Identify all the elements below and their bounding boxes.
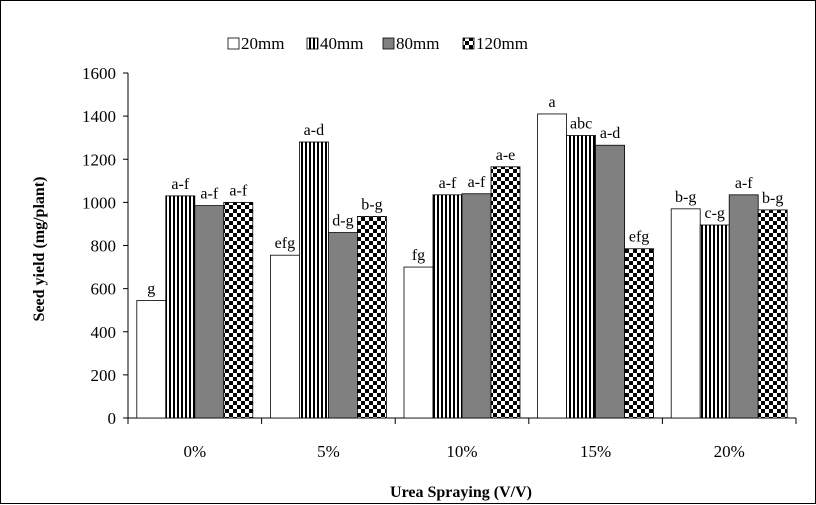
data-label: a-d [600,125,620,142]
bar-40mm-10pct [432,194,463,419]
data-label: b-g [762,190,783,207]
data-label: a-f [171,176,189,193]
bar-80mm-5pct [327,232,358,419]
data-label: a-f [229,182,247,199]
bar-120mm-0pct [223,201,254,419]
bar-80mm-15pct [595,144,625,419]
x-tick-label: 20% [714,442,745,461]
data-label: efg [629,229,649,246]
bar-20mm-0pct [136,300,167,419]
data-label: a [549,94,556,111]
bar-120mm-20pct [757,209,788,419]
y-axis-title: Seed yield (mg/plant) [31,177,48,322]
legend: 20mm 40mm 80mm 120mm [227,34,528,53]
y-tick-label: 1200 [82,150,116,169]
data-label: a-f [468,174,486,191]
data-label: a-f [439,175,457,192]
bar-120mm-10pct [490,166,521,419]
legend-label-40mm: 40mm [320,34,363,53]
bar-20mm-20pct [670,208,701,419]
data-labels-group: g efg fg a b-g a-f a-d a-f abc c-g a-f d-g a-f a-d a-f… [147,94,783,298]
bars-group [136,113,788,419]
data-label: a-f [200,186,218,203]
bar-40mm-0pct [165,195,196,419]
x-tick-label: 10% [446,442,477,461]
bar-40mm-15pct [566,135,596,419]
legend-label-20mm: 20mm [241,34,284,53]
y-tick-label: 400 [91,323,117,342]
y-axis: 0 200 400 600 800 1000 1200 1400 1600 [82,64,129,428]
data-label: fg [412,247,425,264]
legend-label-80mm: 80mm [396,34,439,53]
legend-swatch-80mm [382,37,395,50]
legend-swatch-20mm [227,37,240,50]
y-tick-label: 200 [91,366,117,385]
x-tick-label: 0% [183,442,206,461]
legend-label-120mm: 120mm [476,34,528,53]
bar-20mm-10pct [403,266,434,419]
data-label: a-d [304,122,324,139]
data-label: a-f [735,175,753,192]
data-label: a-e [496,147,516,164]
bar-80mm-10pct [461,193,492,419]
x-axis-title: Urea Spraying (V/V) [390,484,532,501]
data-label: c-g [704,205,724,222]
bar-20mm-5pct [269,254,300,419]
data-label: b-g [361,196,382,213]
bar-80mm-20pct [728,194,759,419]
bar-20mm-15pct [537,113,567,419]
y-tick-label: 0 [108,409,117,428]
x-axis: 0% 5% 10% 15% 20% [127,417,797,461]
data-label: abc [570,116,592,133]
data-label: g [147,280,155,297]
legend-swatch-40mm [306,37,319,50]
y-tick-label: 1000 [82,193,116,212]
bar-80mm-0pct [194,205,225,419]
y-tick-label: 1600 [82,64,116,83]
y-tick-label: 800 [91,237,117,256]
bar-120mm-15pct [624,248,654,419]
x-tick-label: 5% [317,442,340,461]
y-tick-label: 1400 [82,107,116,126]
data-label: b-g [675,189,696,206]
data-label: efg [275,235,295,252]
bar-40mm-20pct [699,224,730,419]
bar-120mm-5pct [356,215,387,419]
legend-swatch-120mm [462,37,475,50]
data-label: d-g [332,213,353,230]
y-tick-label: 600 [91,280,117,299]
x-tick-label: 15% [580,442,611,461]
bar-40mm-5pct [298,141,329,419]
